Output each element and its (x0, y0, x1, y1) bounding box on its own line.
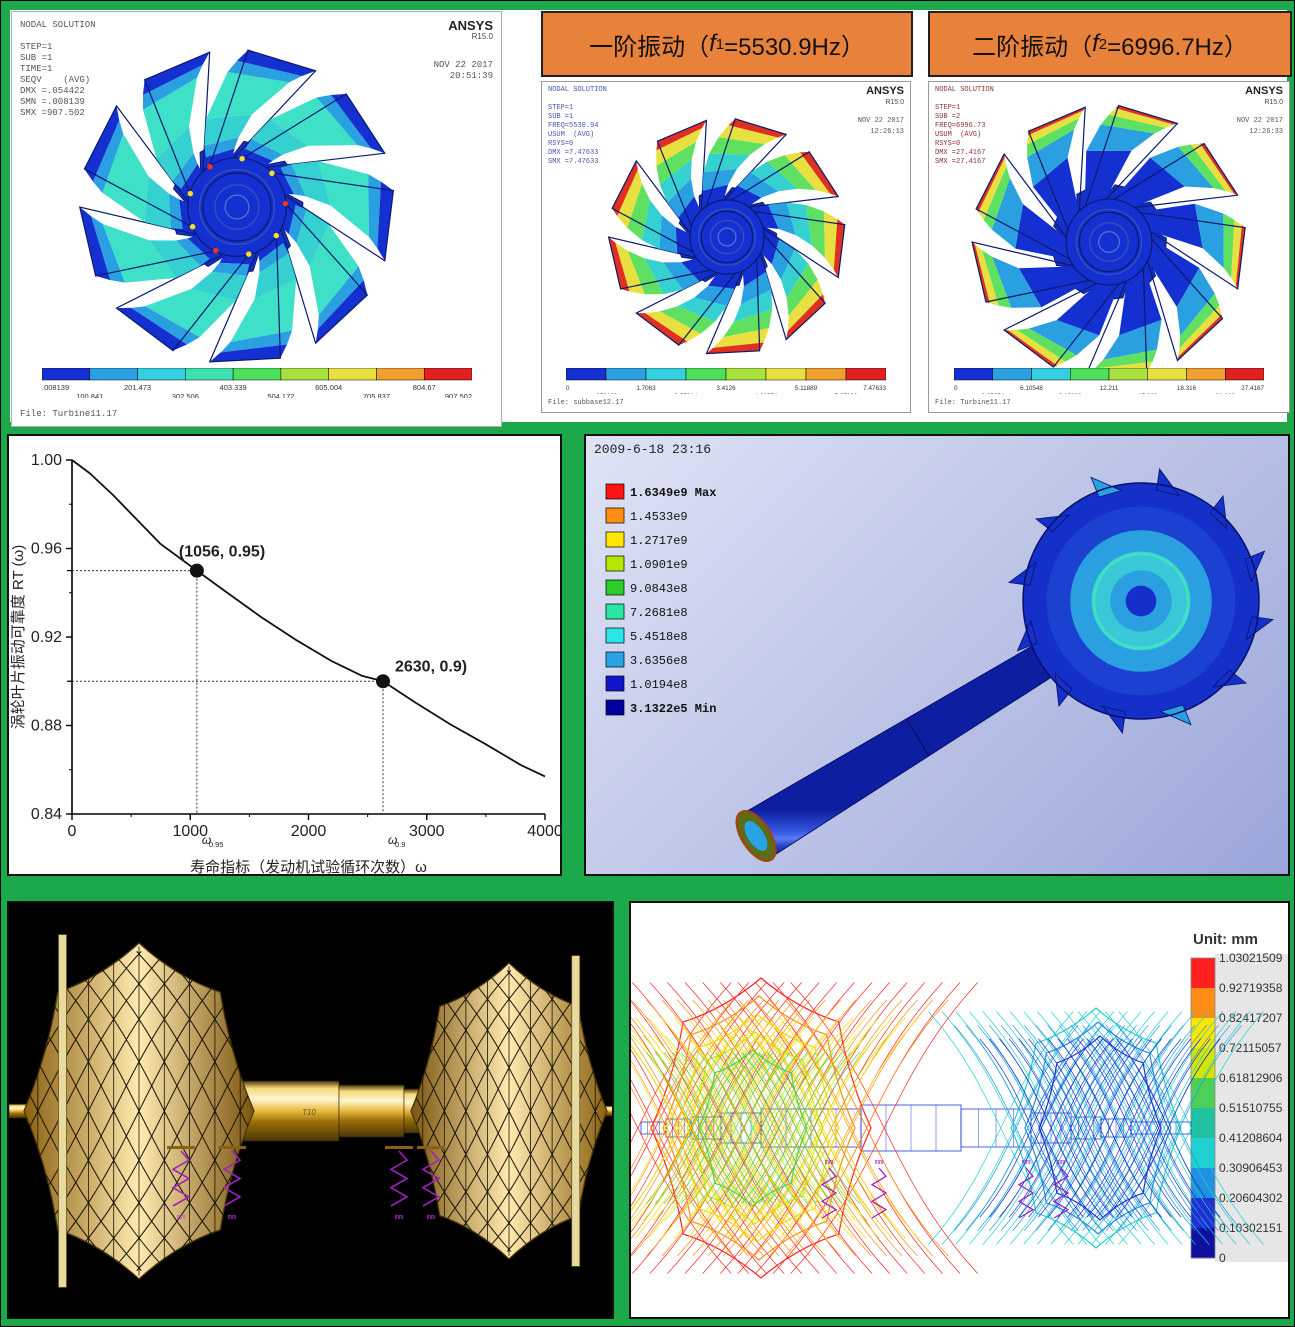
svg-text:907.502: 907.502 (445, 392, 472, 398)
svg-text:4.26574: 4.26574 (755, 393, 778, 394)
svg-text:1.7063: 1.7063 (636, 385, 656, 392)
svg-text:21.369: 21.369 (1216, 393, 1236, 394)
svg-text:0.95: 0.95 (209, 840, 224, 849)
svg-text:605.004: 605.004 (315, 383, 342, 392)
svg-text:1.03021509: 1.03021509 (1219, 951, 1283, 965)
svg-text:4000: 4000 (527, 823, 563, 840)
svg-text:504.172: 504.172 (267, 392, 294, 398)
svg-text:12.211: 12.211 (1100, 385, 1119, 392)
svg-text:2000: 2000 (291, 823, 327, 840)
svg-text:mm: mm (875, 1159, 883, 1167)
svg-text:0.84: 0.84 (31, 806, 62, 823)
svg-text:0.82417207: 0.82417207 (1219, 1011, 1283, 1025)
svg-text:涡轮叶片振动可靠度 RT (ω): 涡轮叶片振动可靠度 RT (ω) (10, 545, 27, 730)
svg-text:1.6349e9 Max: 1.6349e9 Max (630, 486, 716, 500)
svg-text:0.9: 0.9 (395, 840, 405, 849)
svg-text:0: 0 (566, 385, 570, 392)
svg-text:1.0901e9: 1.0901e9 (630, 558, 688, 572)
svg-text:mm: mm (427, 1214, 435, 1222)
svg-text:1.4533e9: 1.4533e9 (630, 510, 688, 524)
svg-text:201.473: 201.473 (124, 383, 151, 392)
svg-text:7.47633: 7.47633 (863, 385, 886, 392)
svg-text:302.506: 302.506 (172, 392, 199, 398)
svg-text:Unit: mm: Unit: mm (1193, 931, 1258, 948)
svg-text:18.316: 18.316 (1177, 385, 1197, 392)
svg-text:T10: T10 (302, 1108, 316, 1117)
svg-text:(1056, 0.95): (1056, 0.95) (179, 544, 265, 561)
svg-text:3.4126: 3.4126 (716, 385, 736, 392)
svg-text:0.72115057: 0.72115057 (1219, 1041, 1282, 1055)
svg-text:2630, 0.9): 2630, 0.9) (395, 658, 467, 675)
svg-text:.008139: .008139 (42, 383, 69, 392)
svg-text:寿命指标（发动机试验循环次数）ω: 寿命指标（发动机试验循环次数）ω (190, 858, 427, 876)
svg-text:705.837: 705.837 (363, 392, 390, 398)
svg-text:mm: mm (1022, 1159, 1030, 1167)
svg-text:0.92719358: 0.92719358 (1219, 981, 1283, 995)
svg-text:0.30906453: 0.30906453 (1219, 1161, 1283, 1175)
svg-text:1.2717e9: 1.2717e9 (630, 534, 688, 548)
svg-text:804.67: 804.67 (413, 383, 436, 392)
svg-text:mm: mm (825, 1159, 833, 1167)
svg-text:5.97203: 5.97203 (835, 393, 858, 394)
svg-text:0.92: 0.92 (31, 629, 62, 646)
svg-text:5.4518e8: 5.4518e8 (630, 630, 688, 644)
svg-text:3.1322e5 Min: 3.1322e5 Min (630, 702, 716, 716)
svg-text:0.88: 0.88 (31, 718, 62, 735)
svg-text:mm: mm (395, 1214, 403, 1222)
svg-text:0: 0 (954, 385, 958, 392)
svg-text:mm: mm (228, 1214, 236, 1222)
svg-text:100.841: 100.841 (76, 392, 103, 398)
svg-text:6.10548: 6.10548 (1020, 385, 1043, 392)
svg-text:1.00: 1.00 (31, 452, 62, 469)
svg-text:0.61812906: 0.61812906 (1219, 1071, 1283, 1085)
svg-text:0.41208604: 0.41208604 (1219, 1131, 1283, 1145)
svg-text:mm: mm (1057, 1159, 1065, 1167)
svg-text:3000: 3000 (409, 823, 445, 840)
svg-text:7.2681e8: 7.2681e8 (630, 606, 688, 620)
svg-text:9.15823: 9.15823 (1059, 393, 1082, 394)
svg-text:0: 0 (68, 823, 77, 840)
svg-text:mm: mm (177, 1214, 185, 1222)
svg-text:0.51510755: 0.51510755 (1219, 1101, 1283, 1115)
svg-text:1.0194e8: 1.0194e8 (630, 678, 688, 692)
svg-text:3.05274: 3.05274 (981, 393, 1004, 394)
svg-text:0.96: 0.96 (31, 541, 62, 558)
svg-text:0: 0 (1219, 1251, 1226, 1265)
svg-text:403.339: 403.339 (220, 383, 247, 392)
svg-text:2.55944: 2.55944 (675, 393, 698, 394)
svg-text:15.263: 15.263 (1138, 393, 1158, 394)
svg-text:5.11889: 5.11889 (795, 385, 818, 392)
svg-text:3.6356e8: 3.6356e8 (630, 654, 688, 668)
svg-text:0.10302151: 0.10302151 (1219, 1221, 1283, 1235)
svg-text:.853169: .853169 (595, 393, 618, 394)
svg-text:27.4167: 27.4167 (1241, 385, 1264, 392)
svg-text:9.0843e8: 9.0843e8 (630, 582, 688, 596)
